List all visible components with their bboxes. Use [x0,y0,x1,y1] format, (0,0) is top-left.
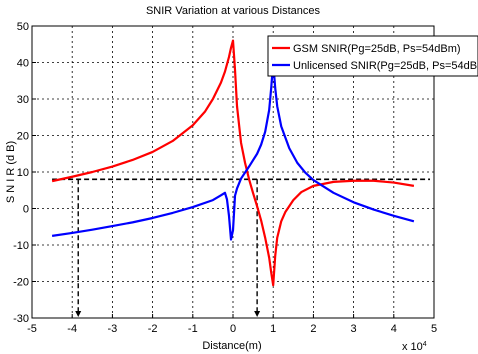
chart-title: SNIR Variation at various Distances [146,5,321,17]
y-tick-label: 20 [17,131,29,143]
reference-drop-arrow [75,311,82,317]
x-tick-label: 4 [391,323,397,335]
legend-box [267,35,478,77]
reference-drop-arrow [254,311,261,317]
legend-label: Unlicensed SNIR(Pg=25dB, Ps=54dBm) [293,60,478,72]
legend: GSM SNIR(Pg=25dB, Ps=54dBm) Unlicensed SN… [267,35,478,77]
y-tick-label: 10 [17,167,29,179]
legend-label: GSM SNIR(Pg=25dB, Ps=54dBm) [293,43,461,55]
x-tick-label: 2 [310,323,316,335]
series-line-gsm [51,39,415,287]
y-tick-label: -20 [13,277,29,289]
x-tick-label: -4 [67,323,77,335]
x-tick-label: 0 [230,323,236,335]
y-tick-label: 40 [17,58,29,70]
x-tick-label: -1 [188,323,198,335]
y-tick-label: 0 [23,204,29,216]
x-axis-exponent-power: 4 [423,341,427,348]
x-axis-exponent: x 104 [402,341,427,353]
series-line-unlicensed [51,61,415,241]
x-tick-label: -2 [148,323,158,335]
x-axis-label: Distance(m) [202,340,261,352]
x-tick-label: 1 [270,323,276,335]
series-lines [51,39,415,287]
x-tick-label: 5 [431,323,437,335]
y-tick-label: -30 [13,313,29,325]
y-tick-label: 30 [17,94,29,106]
y-tick-label: 50 [17,21,29,33]
x-tick-label: 3 [351,323,357,335]
y-tick-label: -10 [13,240,29,252]
x-tick-label: -5 [27,323,37,335]
x-axis-exponent-base: x 10 [402,341,423,353]
x-tick-label: -3 [108,323,118,335]
y-axis-label: S N I R (d B) [5,141,17,203]
